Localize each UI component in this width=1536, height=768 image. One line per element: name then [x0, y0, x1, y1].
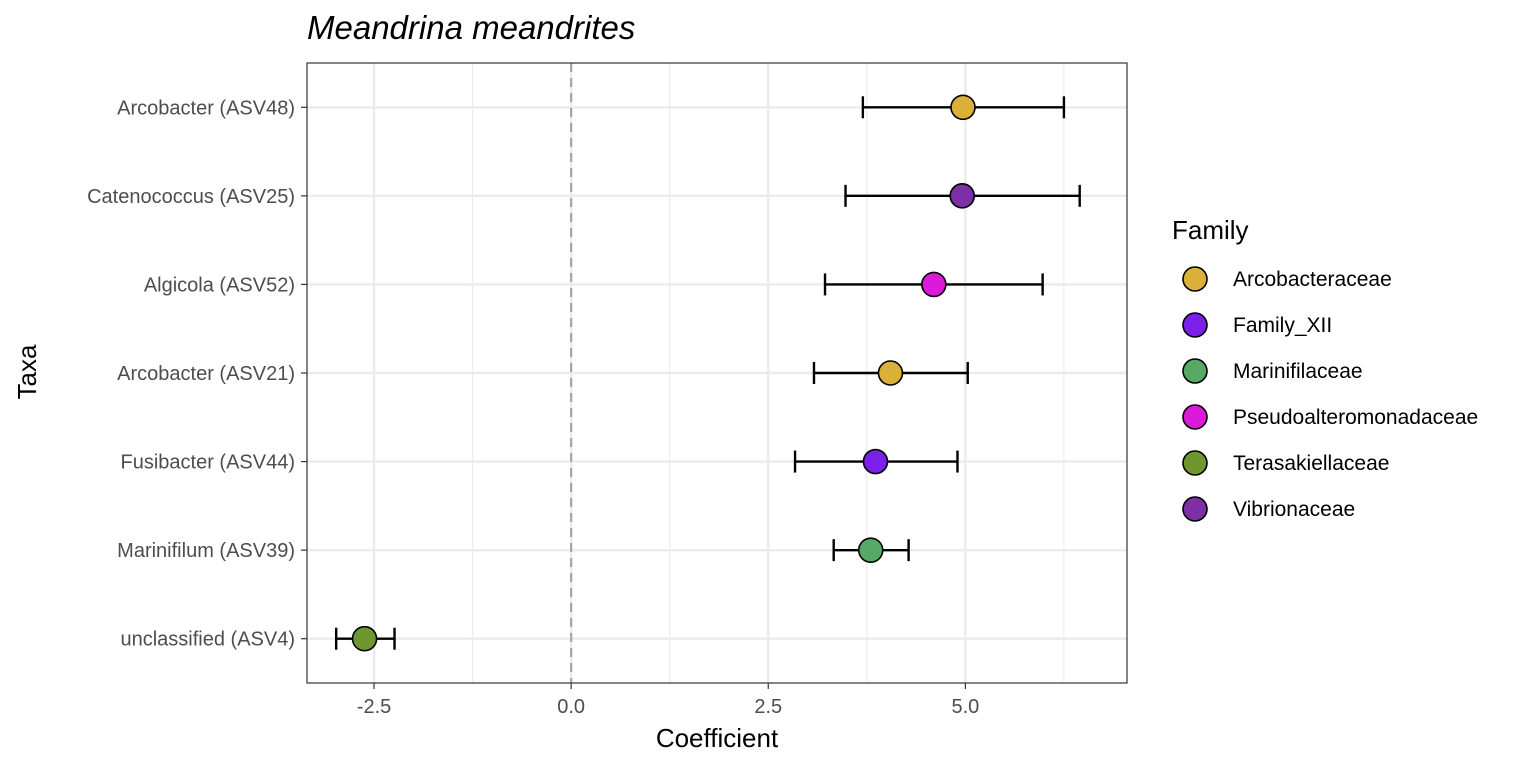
y-tick-label: Arcobacter (ASV48) — [117, 97, 295, 119]
y-tick-label: Marinifilum (ASV39) — [117, 540, 295, 562]
data-point — [857, 537, 884, 563]
x-tick-label: -2.5 — [357, 696, 391, 718]
x-tick-label: 0.0 — [557, 696, 585, 718]
legend-title: Family — [1172, 215, 1249, 245]
legend-label: Arcobacteraceae — [1233, 268, 1392, 291]
legend-key — [1182, 496, 1208, 522]
legend-label: Vibrionaceae — [1233, 498, 1355, 521]
legend-label: Family_XII — [1233, 314, 1332, 337]
data-point — [950, 94, 976, 121]
legend-key — [1182, 266, 1208, 292]
x-axis-title: Coefficient — [656, 723, 779, 753]
x-tick-label: 5.0 — [951, 696, 979, 718]
legend: Family Arcobacteraceae Family_XII Marinifi… — [1172, 215, 1478, 522]
legend-label: Pseudoalteromonadaceae — [1233, 406, 1478, 429]
legend-label: Marinifilaceae — [1233, 360, 1363, 383]
data-point — [351, 625, 378, 652]
legend-key — [1182, 450, 1208, 476]
y-axis-ticks: Arcobacter (ASV48) Catenococcus (ASV25) Al… — [87, 97, 307, 651]
y-tick-label: Catenococcus (ASV25) — [87, 186, 295, 208]
data-marks — [334, 94, 1081, 652]
y-tick-label: Arcobacter (ASV21) — [117, 363, 295, 385]
x-tick-label: 2.5 — [754, 696, 782, 718]
legend-key — [1182, 358, 1208, 384]
data-point — [877, 360, 904, 386]
x-axis-ticks: -2.5 0.0 2.5 5.0 — [357, 683, 979, 718]
legend-label: Terasakiellaceae — [1233, 452, 1389, 475]
legend-key — [1182, 312, 1208, 338]
data-point — [921, 271, 947, 298]
legend-key — [1182, 404, 1208, 430]
y-tick-label: unclassified (ASV4) — [120, 629, 295, 651]
y-tick-label: Algicola (ASV52) — [144, 274, 295, 296]
y-tick-label: Fusibacter (ASV44) — [120, 452, 295, 474]
data-point — [949, 183, 976, 209]
chart-title: Meandrina meandrites — [307, 9, 635, 46]
data-point — [862, 448, 889, 475]
y-axis-title: Taxa — [12, 344, 42, 399]
gridlines — [307, 63, 1127, 683]
